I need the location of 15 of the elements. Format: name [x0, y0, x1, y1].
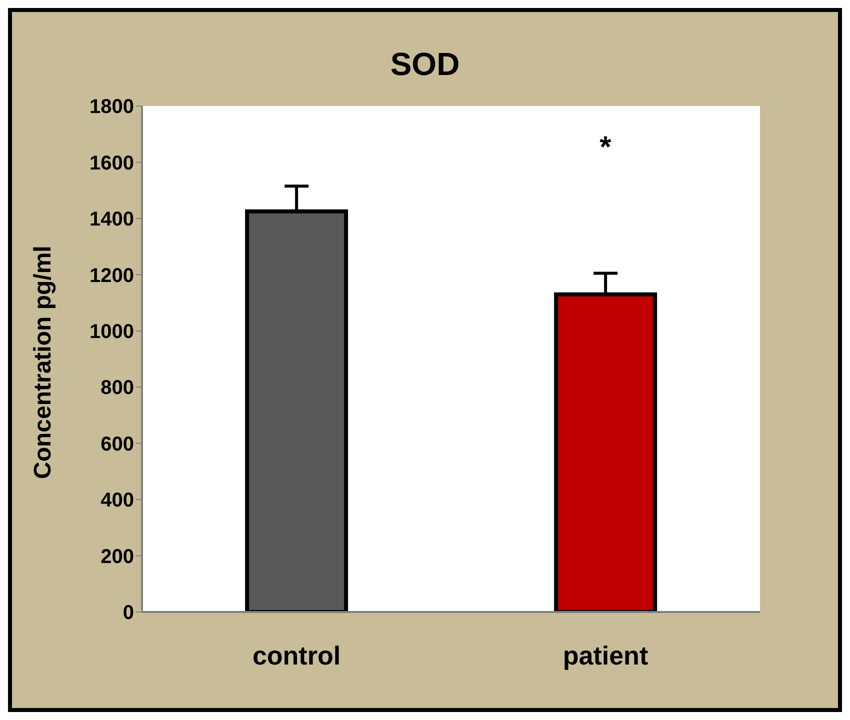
y-tick-label: 1800 — [90, 96, 134, 118]
chart-title: SOD — [389, 46, 461, 83]
y-tick-label: 1000 — [90, 320, 134, 343]
y-tick-label: 1200 — [90, 264, 134, 287]
y-axis-title: Concentration pg/ml — [30, 246, 57, 479]
y-tick-label: 400 — [100, 490, 134, 512]
y-tick-label: 0 — [122, 602, 134, 624]
annotation: * — [600, 131, 612, 164]
y-tick-label: 1600 — [90, 152, 134, 174]
x-tick-label: control — [252, 640, 341, 670]
y-tick-label: 200 — [100, 546, 134, 568]
y-tick-label: 600 — [100, 433, 134, 456]
y-tick-label: 800 — [100, 377, 134, 400]
x-tick-label: patient — [562, 640, 648, 670]
y-tick-label: 1400 — [90, 208, 134, 231]
